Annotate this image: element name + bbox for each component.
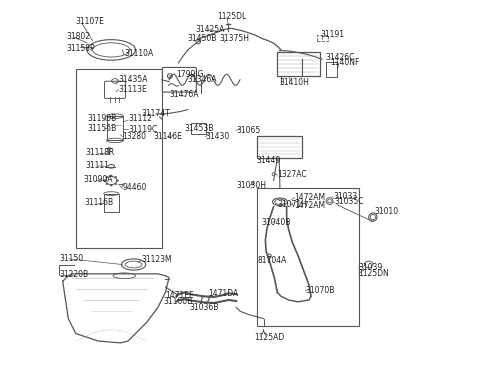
- Ellipse shape: [106, 176, 108, 178]
- Bar: [76, 68, 162, 248]
- Text: 31155B: 31155B: [87, 124, 116, 133]
- Text: 13280: 13280: [122, 132, 146, 141]
- Bar: [316, 35, 328, 41]
- Text: 31190B: 31190B: [87, 114, 116, 123]
- Text: 31039: 31039: [359, 262, 383, 271]
- Bar: [326, 62, 337, 77]
- Text: 31453B: 31453B: [185, 124, 214, 133]
- Text: 1125DL: 1125DL: [217, 12, 247, 21]
- Ellipse shape: [104, 180, 106, 181]
- Ellipse shape: [115, 183, 117, 185]
- Text: 31119C: 31119C: [128, 124, 157, 133]
- Text: 1472AM: 1472AM: [294, 193, 325, 202]
- Ellipse shape: [110, 185, 112, 186]
- Text: 31430: 31430: [205, 132, 230, 141]
- Text: 31065: 31065: [236, 126, 261, 135]
- Text: 31410H: 31410H: [279, 77, 309, 86]
- Text: 31449: 31449: [257, 156, 281, 165]
- Bar: [104, 194, 119, 212]
- Text: 31010: 31010: [374, 207, 398, 216]
- Text: 31123M: 31123M: [141, 255, 172, 264]
- Text: 31425A: 31425A: [195, 25, 225, 34]
- Text: 1327AC: 1327AC: [277, 170, 307, 179]
- Text: 1471EE: 1471EE: [165, 291, 194, 300]
- Text: 31030H: 31030H: [236, 180, 266, 190]
- Text: 31450B: 31450B: [188, 34, 217, 43]
- Text: 1472AM: 1472AM: [294, 201, 325, 210]
- Text: 31150: 31150: [59, 255, 83, 264]
- Text: 1125DN: 1125DN: [359, 268, 389, 277]
- Text: 31118R: 31118R: [85, 148, 114, 157]
- Text: 31112: 31112: [128, 114, 152, 123]
- Text: 1125AD: 1125AD: [254, 333, 285, 342]
- Text: 31071H: 31071H: [277, 200, 307, 209]
- Text: 31174T: 31174T: [141, 109, 170, 118]
- Text: 31191: 31191: [320, 30, 344, 39]
- Text: 31116B: 31116B: [84, 198, 113, 207]
- Text: 1799JG: 1799JG: [176, 70, 204, 79]
- Text: 31113E: 31113E: [119, 85, 147, 94]
- Text: 1140NF: 1140NF: [330, 59, 360, 67]
- Text: 31070B: 31070B: [305, 286, 335, 295]
- Bar: [277, 52, 320, 76]
- Text: 31033: 31033: [333, 192, 358, 201]
- Ellipse shape: [106, 183, 108, 185]
- Text: 94460: 94460: [122, 183, 147, 193]
- Text: 31146E: 31146E: [154, 132, 182, 141]
- Text: 31375H: 31375H: [219, 34, 250, 43]
- Text: 31090A: 31090A: [83, 175, 113, 184]
- Text: 31346A: 31346A: [188, 75, 217, 84]
- Text: a: a: [168, 74, 171, 79]
- Text: 31111: 31111: [85, 161, 109, 170]
- Bar: [192, 123, 206, 134]
- Text: 31158P: 31158P: [67, 44, 96, 53]
- Text: 31160B: 31160B: [164, 297, 193, 306]
- Text: 31426C: 31426C: [326, 53, 355, 62]
- Bar: [257, 188, 360, 326]
- Text: 31435A: 31435A: [119, 75, 148, 84]
- Text: 31476A: 31476A: [169, 90, 199, 99]
- Text: 31040B: 31040B: [262, 218, 291, 227]
- Text: 31802: 31802: [67, 32, 91, 41]
- Text: 31220B: 31220B: [59, 270, 88, 279]
- Ellipse shape: [117, 180, 119, 181]
- Ellipse shape: [110, 175, 112, 176]
- Text: 31107E: 31107E: [76, 17, 105, 26]
- Ellipse shape: [115, 176, 117, 178]
- Bar: [107, 116, 123, 140]
- Text: 1471DA: 1471DA: [208, 289, 239, 298]
- Bar: [257, 136, 301, 158]
- Text: 31110A: 31110A: [124, 49, 154, 58]
- Text: 31035C: 31035C: [334, 197, 363, 206]
- Text: 31036B: 31036B: [190, 303, 219, 312]
- Text: 81704A: 81704A: [258, 256, 288, 265]
